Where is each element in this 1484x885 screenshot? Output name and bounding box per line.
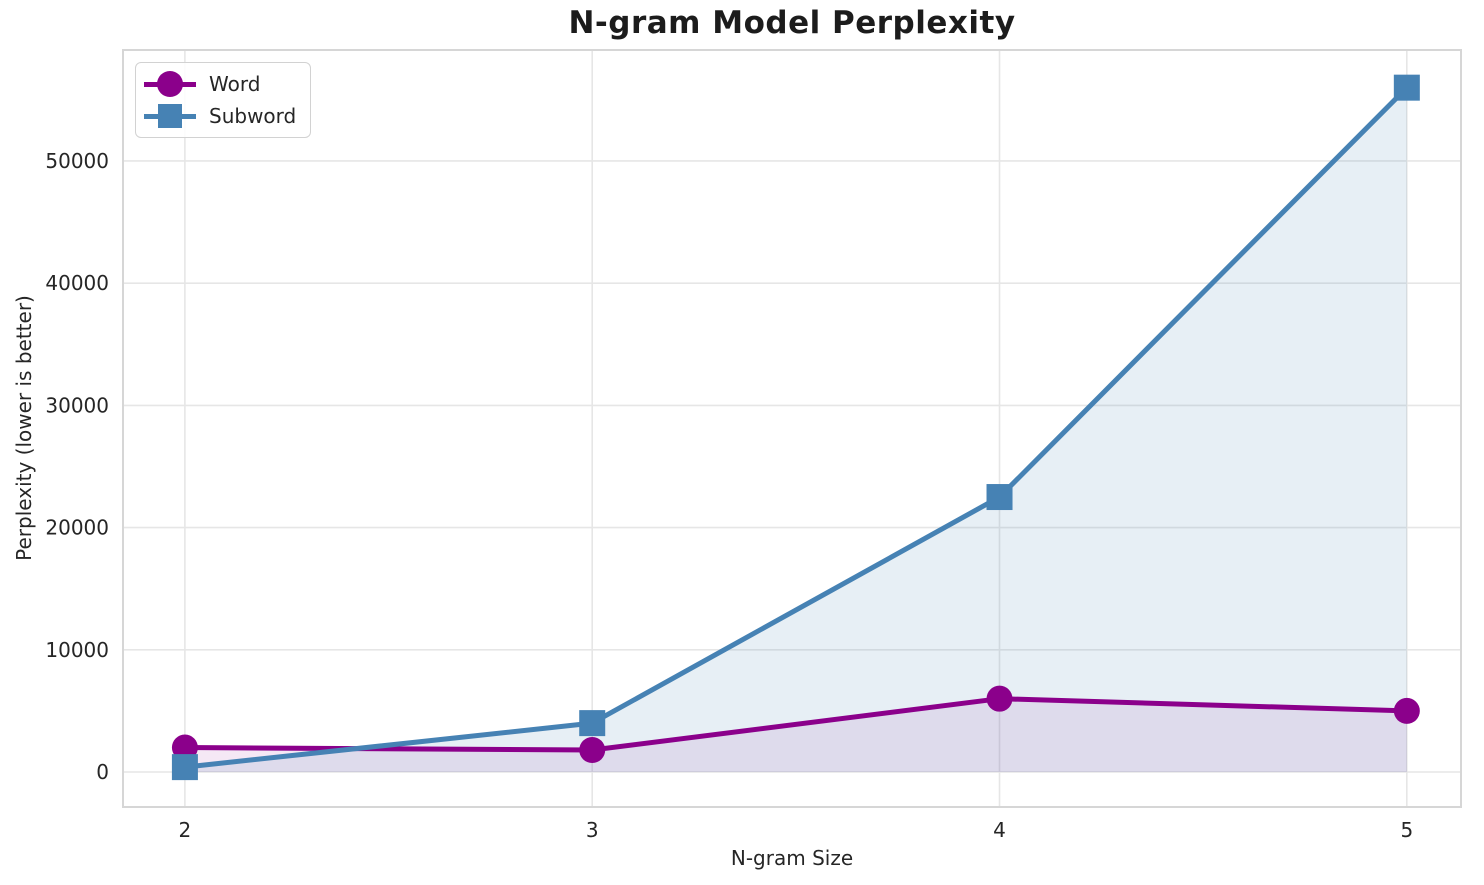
y-tick-label: 50000 xyxy=(45,149,109,173)
series-word-marker xyxy=(986,685,1013,712)
legend: Word Subword xyxy=(135,62,312,138)
series-word-line xyxy=(182,696,1410,753)
axes-background xyxy=(123,50,1461,807)
x-axis-label: N-gram Size xyxy=(730,846,854,870)
series-subword-marker xyxy=(579,710,606,737)
series-word-area xyxy=(184,698,1407,773)
legend-item-word: Word xyxy=(144,69,296,99)
legend-item-subword: Subword xyxy=(144,101,296,131)
x-tick-label: 4 xyxy=(993,818,1006,842)
plot-frame xyxy=(122,49,1462,808)
x-tick-label: 5 xyxy=(1400,818,1413,842)
y-tick-label: 0 xyxy=(96,760,109,784)
series-word-marker xyxy=(171,734,198,761)
x-tick-label: 3 xyxy=(586,818,599,842)
legend-label-subword: Subword xyxy=(209,104,297,128)
series-subword-area xyxy=(184,87,1407,773)
x-tick-label: 2 xyxy=(179,818,192,842)
series-subword-marker xyxy=(986,484,1013,511)
y-tick-label: 20000 xyxy=(45,516,109,540)
y-axis-label: Perplexity (lower is better) xyxy=(12,295,36,561)
subword-line-square-marker-icon xyxy=(144,102,196,130)
subword-legend-square xyxy=(158,104,182,128)
series-subword-line xyxy=(182,85,1410,770)
word-legend-circle xyxy=(157,71,183,97)
series-subword-marker xyxy=(171,754,198,781)
series-word-marker xyxy=(1393,697,1420,724)
y-tick-label: 30000 xyxy=(45,393,109,417)
y-tick-label: 10000 xyxy=(45,638,109,662)
series-word-marker xyxy=(579,737,606,764)
chart-title: N-gram Model Perplexity xyxy=(568,5,1016,41)
legend-label-word: Word xyxy=(209,72,261,96)
y-tick-label: 40000 xyxy=(45,271,109,295)
series-subword-marker xyxy=(1393,74,1420,101)
word-line-circle-marker-icon xyxy=(144,70,196,98)
